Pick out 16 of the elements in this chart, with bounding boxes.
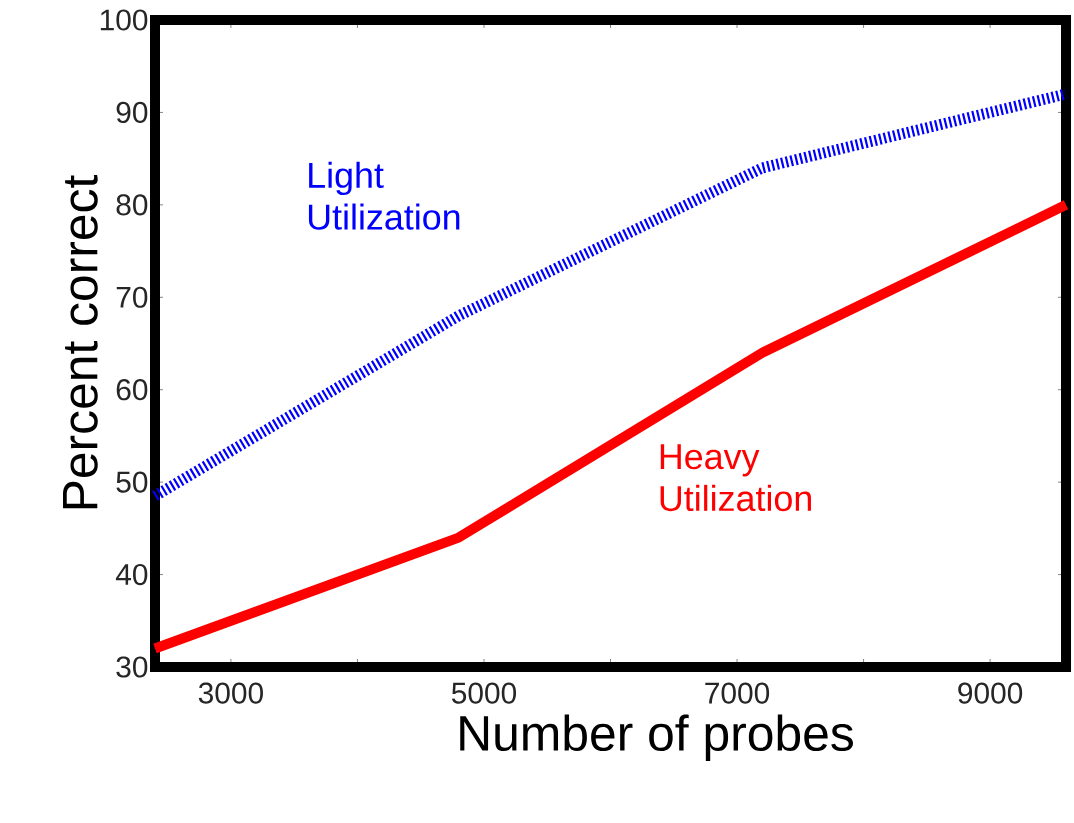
x-tick-label: 5000	[451, 682, 517, 704]
y-tick-label: 80	[116, 194, 148, 216]
y-tick-label: 90	[116, 101, 148, 124]
y-tick-label: 60	[116, 379, 148, 401]
y-axis-title: Percent correct	[63, 175, 98, 509]
y-tick-label: 50	[116, 471, 148, 493]
x-tick-label: 9000	[958, 682, 1023, 704]
x-tick-label: 3000	[198, 682, 263, 704]
y-tick-label: 100	[100, 9, 148, 31]
series-label: Heavy Utilization	[660, 444, 811, 512]
x-tick-label: 7000	[705, 682, 770, 704]
y-tick-label: 30	[116, 656, 148, 678]
y-tick-label: 40	[115, 563, 148, 586]
y-tick-label: 70	[116, 286, 148, 308]
text: Light Utilization	[308, 161, 460, 230]
x-axis-title: Number of probes	[460, 714, 853, 761]
